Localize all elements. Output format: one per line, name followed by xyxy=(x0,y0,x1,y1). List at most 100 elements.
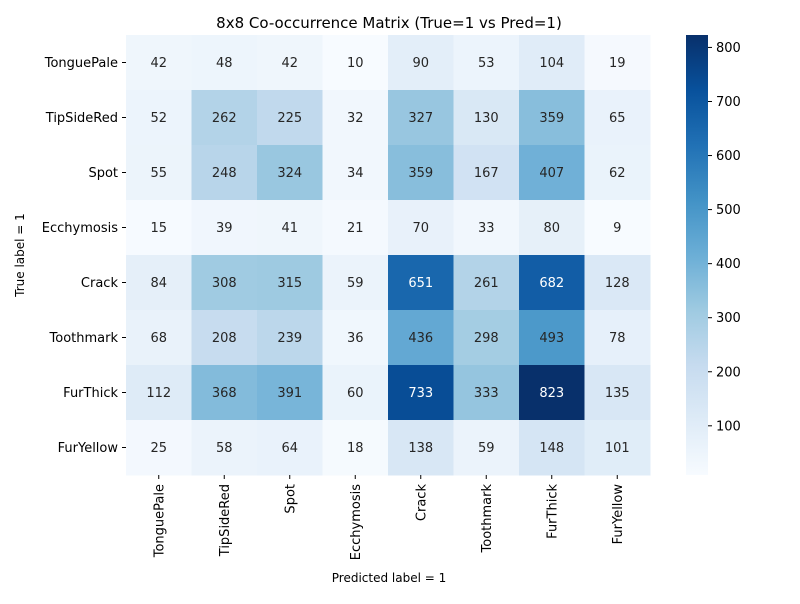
colorbar-tick-label: 600 xyxy=(716,149,741,164)
heatmap-cell xyxy=(584,145,651,201)
cell-value-label: 391 xyxy=(277,386,302,401)
cell-value-label: 493 xyxy=(539,331,564,346)
cell-value-label: 359 xyxy=(539,111,564,126)
cell-value-label: 167 xyxy=(474,166,499,181)
colorbar-tick-label: 500 xyxy=(716,203,741,218)
heatmap-cell xyxy=(126,35,192,91)
cell-value-label: 80 xyxy=(543,221,560,236)
heatmap-cell xyxy=(191,420,258,476)
cell-value-label: 135 xyxy=(605,386,630,401)
heatmap-cell xyxy=(453,90,520,146)
colorbar-gradient xyxy=(686,35,708,475)
heatmap-cell xyxy=(519,35,585,91)
heatmap-cell xyxy=(519,310,585,366)
cell-value-label: 90 xyxy=(412,56,429,71)
cell-value-label: 48 xyxy=(216,56,233,71)
heatmap-cell xyxy=(257,145,323,201)
heatmap-cell xyxy=(322,365,389,421)
heatmap-cell xyxy=(257,310,323,366)
cell-value-label: 407 xyxy=(539,166,564,181)
cell-value-label: 130 xyxy=(474,111,499,126)
cell-value-label: 42 xyxy=(150,56,167,71)
heatmap-cell xyxy=(519,420,585,476)
cell-value-label: 68 xyxy=(150,331,167,346)
heatmap-cell xyxy=(584,255,651,311)
cell-value-label: 436 xyxy=(408,331,433,346)
cell-value-label: 10 xyxy=(347,56,364,71)
heatmap-cell xyxy=(191,200,258,256)
cell-value-label: 333 xyxy=(474,386,499,401)
heatmap-cell xyxy=(126,200,192,256)
heatmap-cell xyxy=(388,420,454,476)
heatmap-cell xyxy=(453,35,520,91)
heatmap-cell xyxy=(388,35,454,91)
colorbar-tick-label: 200 xyxy=(716,365,741,380)
colorbar-tick-label: 700 xyxy=(716,95,741,110)
cell-value-label: 148 xyxy=(539,441,564,456)
heatmap-cell xyxy=(126,310,192,366)
cell-value-label: 84 xyxy=(150,276,167,291)
y-tick-label: Crack xyxy=(81,276,119,291)
heatmap-cell xyxy=(322,310,389,366)
heatmap-cell xyxy=(257,255,323,311)
cell-value-label: 9 xyxy=(613,221,621,236)
heatmap-cell xyxy=(322,420,389,476)
cell-value-label: 60 xyxy=(347,386,364,401)
heatmap-cell xyxy=(191,310,258,366)
heatmap-cell xyxy=(191,35,258,91)
colorbar: 100 200 300 400 500 600 700 800 xyxy=(686,35,741,475)
heatmap-cell xyxy=(322,255,389,311)
cell-value-label: 208 xyxy=(212,331,237,346)
x-tick-label: Spot xyxy=(283,484,298,514)
x-tick-label: TipSideRed xyxy=(218,484,233,557)
cell-value-label: 262 xyxy=(212,111,237,126)
cell-value-label: 34 xyxy=(347,166,364,181)
cell-value-label: 19 xyxy=(609,56,626,71)
heatmap-cell xyxy=(257,420,323,476)
heatmap-cell xyxy=(257,35,323,91)
heatmap-cell xyxy=(257,200,323,256)
heatmap-cell xyxy=(257,90,323,146)
cell-value-label: 64 xyxy=(281,441,298,456)
heatmap-cell xyxy=(453,145,520,201)
heatmap-cell xyxy=(453,200,520,256)
y-tick-label: Toothmark xyxy=(49,331,119,346)
cell-value-label: 733 xyxy=(408,386,433,401)
x-tick-label: Toothmark xyxy=(480,484,495,554)
cell-value-label: 298 xyxy=(474,331,499,346)
cell-value-label: 112 xyxy=(146,386,171,401)
colorbar-tick-label: 400 xyxy=(716,257,741,272)
cell-value-label: 65 xyxy=(609,111,626,126)
y-axis-label: True label = 1 xyxy=(13,213,27,298)
cell-value-label: 53 xyxy=(478,56,495,71)
x-tick-label: FurYellow xyxy=(611,484,626,545)
cell-value-label: 225 xyxy=(277,111,302,126)
cell-value-label: 32 xyxy=(347,111,364,126)
colorbar-tick-label: 800 xyxy=(716,41,741,56)
x-tick-label: Crack xyxy=(414,484,429,522)
cell-value-label: 25 xyxy=(150,441,167,456)
heatmap-cell xyxy=(388,255,454,311)
cell-value-label: 39 xyxy=(216,221,233,236)
y-tick-label: Ecchymosis xyxy=(42,221,118,236)
cell-value-label: 315 xyxy=(277,276,302,291)
heatmap-cell xyxy=(584,200,651,256)
cell-value-label: 101 xyxy=(605,441,630,456)
heatmap-cell xyxy=(584,365,651,421)
heatmap-cell xyxy=(453,365,520,421)
heatmap-cells: 42 48 42 10 90 53 104 19 52 262 225 32 327 130 359 65 55… xyxy=(126,35,651,476)
heatmap-cell xyxy=(191,365,258,421)
heatmap-cell xyxy=(388,365,454,421)
heatmap-cell xyxy=(322,145,389,201)
cell-value-label: 58 xyxy=(216,441,233,456)
cell-value-label: 368 xyxy=(212,386,237,401)
x-tick-label: TonguePale xyxy=(152,484,167,558)
cell-value-label: 59 xyxy=(478,441,495,456)
cell-value-label: 324 xyxy=(277,166,302,181)
heatmap-cell xyxy=(126,145,192,201)
cell-value-label: 59 xyxy=(347,276,364,291)
cell-value-label: 327 xyxy=(408,111,433,126)
y-axis: TonguePale TipSideRed Spot Ecchymosis Crack T… xyxy=(42,56,126,456)
cell-value-label: 21 xyxy=(347,221,364,236)
heatmap-cell xyxy=(388,90,454,146)
